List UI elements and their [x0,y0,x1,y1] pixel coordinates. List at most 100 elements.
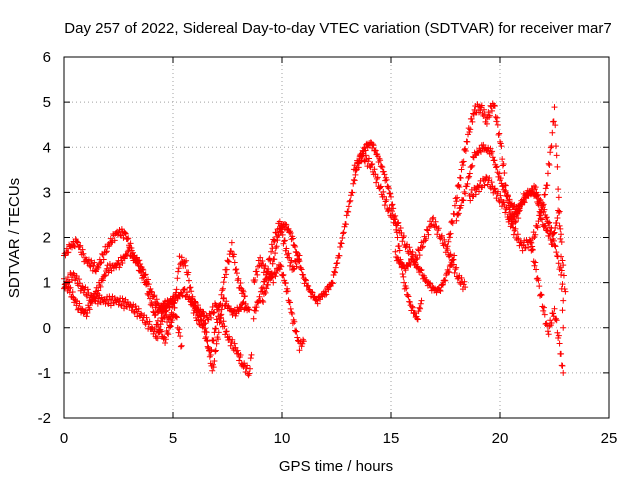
data-point [202,320,209,327]
data-point [529,185,536,192]
data-point [492,114,499,121]
data-point [551,104,558,111]
data-point [186,284,193,291]
data-point [134,308,141,315]
data-point [494,121,501,128]
data-point [398,229,405,236]
data-point [264,268,271,275]
data-point [540,304,547,311]
data-point [282,280,289,287]
data-point [103,248,110,255]
data-point [558,271,565,278]
data-point [217,312,224,319]
data-point [289,235,296,242]
data-point [84,310,91,317]
data-point [336,252,343,259]
data-point [79,283,86,290]
data-point [282,221,289,228]
data-point [444,247,451,254]
data-point [146,318,153,325]
data-point [493,164,500,171]
data-point [325,286,332,293]
data-point [210,364,217,371]
data-point [185,277,192,284]
data-point [77,242,84,249]
data-point [268,270,275,277]
data-point [259,297,266,304]
data-point [514,209,521,216]
data-point [460,281,467,288]
data-point [401,285,408,292]
data-point [124,236,131,243]
data-point [447,230,454,237]
data-point [220,279,227,286]
data-point [372,171,379,178]
data-point [397,224,404,231]
data-point [414,315,421,322]
data-point [526,236,533,243]
data-point [453,217,460,224]
data-point [496,130,503,137]
data-point [178,254,185,261]
data-point [380,168,387,175]
data-point [466,173,473,180]
data-point [248,351,255,358]
y-tick-label: -2 [38,410,51,427]
data-point [558,231,565,238]
data-point [559,362,566,369]
data-point [499,162,506,169]
y-tick-label: 2 [43,230,51,247]
data-point [424,227,431,234]
data-point [457,174,464,181]
data-point [543,214,550,221]
data-point [76,280,83,287]
data-point [536,283,543,290]
data-point [254,271,261,278]
data-point [287,230,294,237]
data-point [234,277,241,284]
data-point [273,243,280,250]
data-point [438,232,445,239]
data-point [500,182,507,189]
data-point [466,170,473,177]
data-point [298,266,305,273]
data-point [394,234,401,241]
data-point [425,231,432,238]
data-point [382,177,389,184]
data-point [128,247,135,254]
data-point [231,340,238,347]
data-point [539,216,546,223]
data-point [103,249,110,256]
data-point [441,277,448,284]
data-point [219,287,226,294]
data-point [522,194,529,201]
data-point [552,315,559,322]
data-point [180,286,187,293]
data-point [352,166,359,173]
data-point [145,276,152,283]
data-point [529,246,536,253]
data-point [451,269,458,276]
data-point [499,183,506,190]
data-point [80,250,87,257]
data-point [156,327,163,334]
data-point [309,289,316,296]
data-point [555,186,562,193]
data-point [419,243,426,250]
data-point [445,238,452,245]
data-point [101,271,108,278]
series-9 [350,150,469,293]
data-point [215,307,222,314]
data-point [537,291,544,298]
series-5 [187,298,255,379]
data-point [174,324,181,331]
data-point [113,260,120,267]
data-point [352,171,359,178]
data-point [533,275,540,282]
data-point [176,326,183,333]
data-point [427,280,434,287]
data-point [215,329,222,336]
data-point [461,278,468,285]
data-point [419,244,426,251]
data-point [263,271,270,278]
